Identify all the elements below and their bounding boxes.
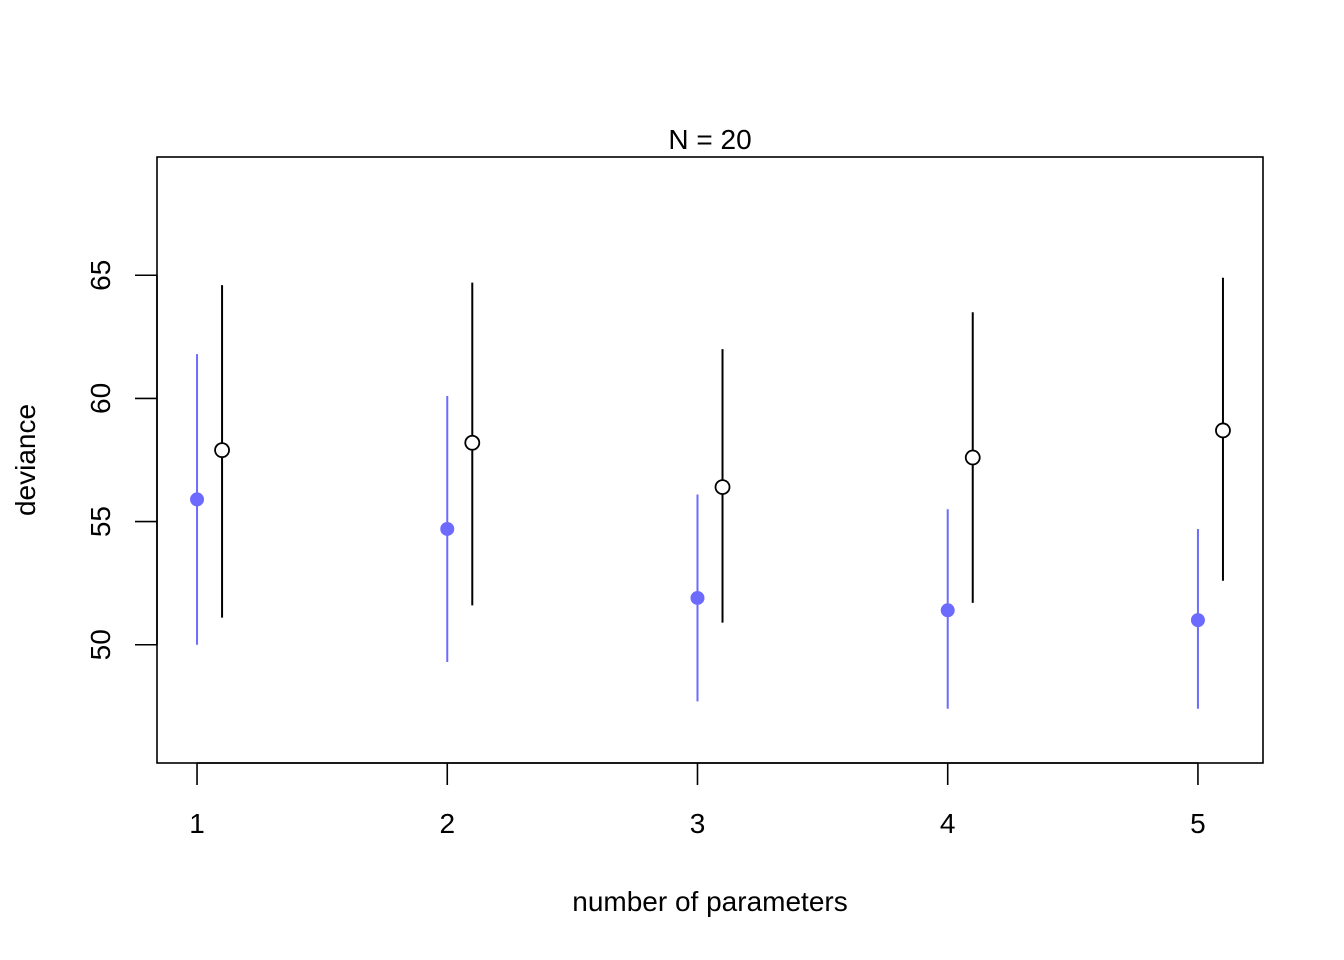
x-tick-label: 4	[940, 808, 956, 839]
point-marker-open	[1215, 422, 1231, 439]
point-marker-open	[964, 449, 981, 466]
chart-title: N = 20	[668, 124, 751, 155]
x-tick-label: 3	[690, 808, 706, 839]
point-marker-filled	[940, 603, 955, 618]
y-axis-label: deviance	[10, 404, 41, 516]
point-marker-filled	[1190, 613, 1205, 628]
y-axis: 50 55 60 65	[85, 260, 158, 660]
point-marker-filled	[190, 492, 205, 507]
point-marker-filled	[690, 590, 705, 605]
x-tick-label: 2	[439, 808, 455, 839]
y-tick-label: 55	[85, 506, 116, 537]
y-tick-label: 60	[85, 383, 116, 414]
data-marks	[190, 277, 1231, 709]
y-tick-label: 65	[85, 260, 116, 291]
point-marker-open	[214, 442, 230, 459]
x-tick-label: 1	[189, 808, 205, 839]
y-tick-label: 50	[85, 629, 116, 660]
point-marker-open	[464, 434, 481, 451]
point-marker-open	[714, 479, 731, 495]
x-axis-label: number of parameters	[572, 886, 847, 917]
point-marker-filled	[440, 521, 455, 536]
x-axis: 1 2 3 4 5	[189, 762, 1206, 839]
plot-frame	[156, 156, 1264, 764]
x-tick-label: 5	[1190, 808, 1206, 839]
